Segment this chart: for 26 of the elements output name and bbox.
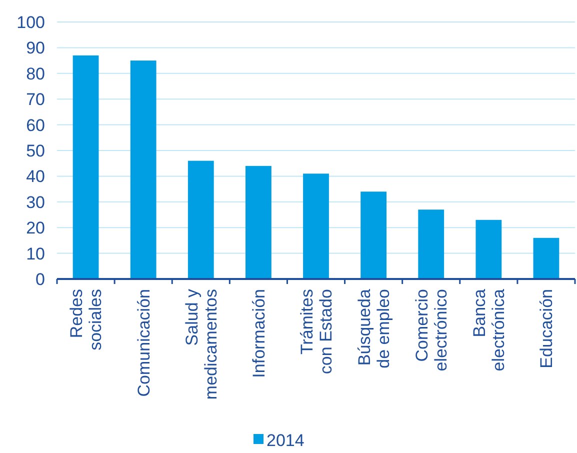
x-tick-label: Información <box>249 289 268 378</box>
y-tick-label: 100 <box>16 12 45 32</box>
bar <box>360 192 387 279</box>
bar <box>72 55 99 279</box>
y-tick-label: 20 <box>26 218 45 238</box>
bar <box>245 166 272 279</box>
y-tick-label: 30 <box>26 192 45 212</box>
bar <box>533 238 560 279</box>
bar <box>418 210 444 279</box>
y-tick-label: 80 <box>26 64 45 84</box>
y-tick-label: 40 <box>26 167 45 186</box>
y-tick-label: 70 <box>26 90 45 110</box>
x-tick-label: Educación <box>537 289 556 368</box>
y-tick-label: 50 <box>26 141 45 160</box>
bar <box>188 160 214 279</box>
x-tick-label: Redes sociales <box>67 289 106 350</box>
y-tick-label: 90 <box>26 38 45 58</box>
bar <box>130 60 156 279</box>
y-tick-label: 60 <box>26 116 45 135</box>
legend-label: 2014 <box>266 430 304 450</box>
y-tick-label: 10 <box>26 244 45 264</box>
bar <box>476 220 502 279</box>
bar <box>303 174 329 279</box>
x-tick-label: Trámites con Estado <box>297 289 336 374</box>
x-tick-label: Comunicación <box>134 289 154 397</box>
y-tick-label: 0 <box>36 270 45 289</box>
